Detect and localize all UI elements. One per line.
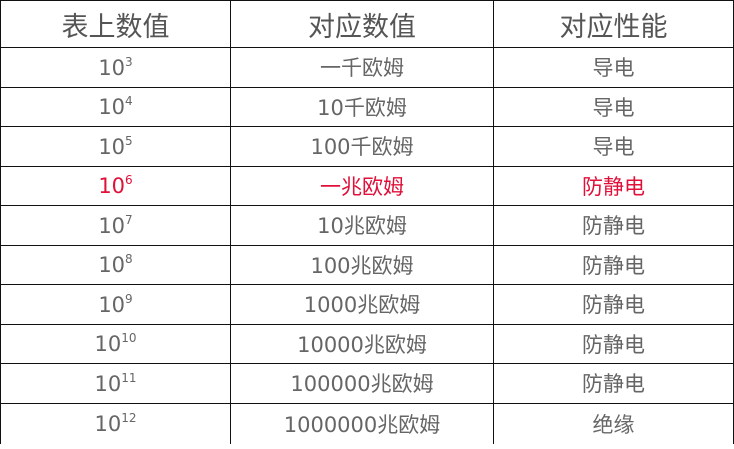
meter-value-exponent: 5 bbox=[125, 133, 133, 148]
meter-value-base: 10 bbox=[98, 213, 126, 238]
meter-value-cell: 107 bbox=[0, 205, 231, 246]
table-row: 107 10兆欧姆 防静电 bbox=[0, 205, 734, 246]
resistance-value-cell: 100兆欧姆 bbox=[230, 244, 494, 285]
meter-value-base: 10 bbox=[98, 55, 126, 80]
meter-value-base: 10 bbox=[98, 134, 126, 159]
resistance-value-cell: 一千欧姆 bbox=[230, 47, 494, 88]
table-row: 104 10千欧姆 导电 bbox=[0, 86, 734, 127]
property-cell: 导电 bbox=[493, 47, 734, 88]
meter-value-cell: 1012 bbox=[0, 402, 231, 444]
property-cell: 防静电 bbox=[493, 205, 734, 246]
header-corresponding-property: 对应性能 bbox=[493, 0, 734, 48]
meter-value-cell: 1010 bbox=[0, 323, 231, 364]
property-cell: 防静电 bbox=[493, 284, 734, 325]
meter-value-base: 10 bbox=[94, 371, 122, 396]
meter-value-base: 10 bbox=[94, 332, 122, 357]
property-cell: 防静电 bbox=[493, 165, 734, 206]
meter-value-base: 10 bbox=[98, 292, 126, 317]
header-row: 表上数值 对应数值 对应性能 bbox=[0, 0, 734, 48]
meter-value-exponent: 6 bbox=[125, 173, 133, 188]
meter-value-base: 10 bbox=[98, 174, 126, 199]
meter-value-exponent: 10 bbox=[121, 331, 137, 346]
meter-value-cell: 105 bbox=[0, 126, 231, 167]
table-row: 1010 10000兆欧姆 防静电 bbox=[0, 323, 734, 364]
resistance-value-cell: 10000兆欧姆 bbox=[230, 323, 494, 364]
resistance-value-cell: 1000000兆欧姆 bbox=[230, 402, 494, 444]
meter-value-base: 10 bbox=[94, 412, 122, 436]
meter-value-base: 10 bbox=[98, 253, 126, 278]
property-cell: 防静电 bbox=[493, 363, 734, 404]
meter-value-cell: 108 bbox=[0, 244, 231, 285]
resistance-value-cell: 10千欧姆 bbox=[230, 86, 494, 127]
resistance-value-cell: 一兆欧姆 bbox=[230, 165, 494, 206]
meter-value-exponent: 3 bbox=[125, 54, 133, 69]
meter-value-cell: 106 bbox=[0, 165, 231, 206]
table-row: 106 一兆欧姆 防静电 bbox=[0, 165, 734, 206]
property-cell: 绝缘 bbox=[493, 402, 734, 444]
meter-value-cell: 109 bbox=[0, 284, 231, 325]
meter-value-exponent: 7 bbox=[125, 212, 133, 227]
property-cell: 防静电 bbox=[493, 244, 734, 285]
meter-value-exponent: 9 bbox=[125, 291, 133, 306]
property-cell: 导电 bbox=[493, 86, 734, 127]
meter-value-cell: 103 bbox=[0, 47, 231, 88]
table-row: 1011 100000兆欧姆 防静电 bbox=[0, 363, 734, 404]
property-cell: 防静电 bbox=[493, 323, 734, 364]
resistance-value-cell: 100000兆欧姆 bbox=[230, 363, 494, 404]
property-cell: 导电 bbox=[493, 126, 734, 167]
resistance-value-cell: 100千欧姆 bbox=[230, 126, 494, 167]
header-corresponding-value: 对应数值 bbox=[230, 0, 494, 48]
meter-value-exponent: 4 bbox=[125, 94, 133, 109]
meter-value-exponent: 8 bbox=[125, 252, 133, 267]
resistance-value-cell: 1000兆欧姆 bbox=[230, 284, 494, 325]
meter-value-cell: 1011 bbox=[0, 363, 231, 404]
meter-value-exponent: 12 bbox=[121, 411, 137, 425]
table-row: 105 100千欧姆 导电 bbox=[0, 126, 734, 167]
table-row: 109 1000兆欧姆 防静电 bbox=[0, 284, 734, 325]
table-row: 108 100兆欧姆 防静电 bbox=[0, 244, 734, 285]
table-row: 1012 1000000兆欧姆 绝缘 bbox=[0, 402, 734, 444]
meter-value-exponent: 11 bbox=[121, 370, 137, 385]
meter-value-base: 10 bbox=[98, 95, 126, 120]
meter-value-cell: 104 bbox=[0, 86, 231, 127]
header-meter-value: 表上数值 bbox=[0, 0, 231, 48]
table-row: 103 一千欧姆 导电 bbox=[0, 47, 734, 88]
resistance-value-cell: 10兆欧姆 bbox=[230, 205, 494, 246]
